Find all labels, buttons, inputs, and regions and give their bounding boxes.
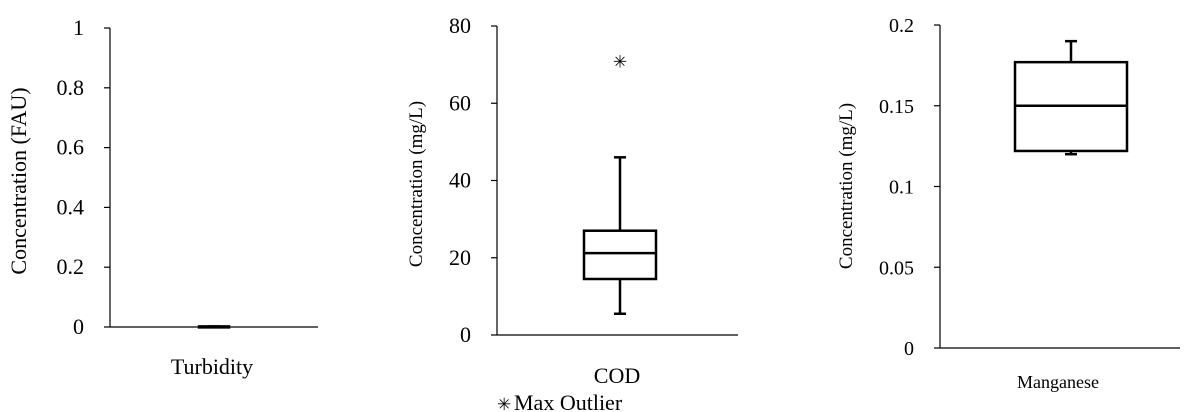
manganese-boxes xyxy=(1013,39,1129,156)
manganese-category-label: Manganese xyxy=(1017,372,1099,392)
turbidity-y-tick-label: 0 xyxy=(73,314,84,339)
turbidity-y-tick-label: 0.6 xyxy=(57,135,85,160)
cod-y-tick-label: 20 xyxy=(449,245,471,270)
cod-y-tick-label: 80 xyxy=(449,13,471,38)
cod-category-label: COD xyxy=(594,363,640,388)
manganese-y-tick-label: 0.1 xyxy=(889,177,914,199)
cod-iqr-box xyxy=(582,229,658,281)
manganese-y-tick-label: 0 xyxy=(904,338,914,360)
manganese-y-tick-label: 0.2 xyxy=(889,15,914,37)
turbidity-y-tick-label: 1 xyxy=(73,15,84,40)
manganese-y-tick-label: 0.05 xyxy=(879,257,914,279)
cod-y-tick-label: 0 xyxy=(460,322,471,347)
cod-panel: 0 20 40 60 80 ✳ Concentration (mg/L) COD xyxy=(406,13,738,388)
turbidity-y-tick-label: 0.4 xyxy=(57,194,85,219)
manganese-y-tick-label: 0.15 xyxy=(879,96,914,118)
turbidity-y-tick-label: 0.8 xyxy=(57,75,85,100)
legend-outlier-marker: ✳ xyxy=(497,395,511,412)
cod-boxes: ✳ xyxy=(582,53,658,316)
cod-y-tick-label: 60 xyxy=(449,90,471,115)
cod-outlier-point: ✳ xyxy=(613,53,627,73)
cod-y-ticks: 0 20 40 60 80 xyxy=(449,13,497,347)
turbidity-y-ticks: 0 0.2 0.4 0.6 0.8 1 xyxy=(57,15,110,339)
cod-y-tick-label: 40 xyxy=(449,168,471,193)
legend-outlier-label: Max Outlier xyxy=(514,390,623,412)
manganese-panel: 0 0.05 0.1 0.15 0.2 Concentration (mg/L) Man… xyxy=(836,15,1180,392)
turbidity-category-label: Turbidity xyxy=(171,354,253,379)
turbidity-y-axis-label: Concentration (FAU) xyxy=(6,87,31,274)
manganese-y-axis-label: Concentration (mg/L) xyxy=(836,103,857,269)
cod-y-axis-label: Concentration (mg/L) xyxy=(406,101,427,267)
turbidity-y-tick-label: 0.2 xyxy=(57,254,85,279)
legend: ✳ Max Outlier xyxy=(497,390,623,412)
manganese-y-ticks: 0 0.05 0.1 0.15 0.2 xyxy=(879,15,940,360)
turbidity-panel: 0 0.2 0.4 0.6 0.8 1 Concentration (FAU) Turbi… xyxy=(6,15,318,379)
turbidity-boxes xyxy=(197,325,231,329)
